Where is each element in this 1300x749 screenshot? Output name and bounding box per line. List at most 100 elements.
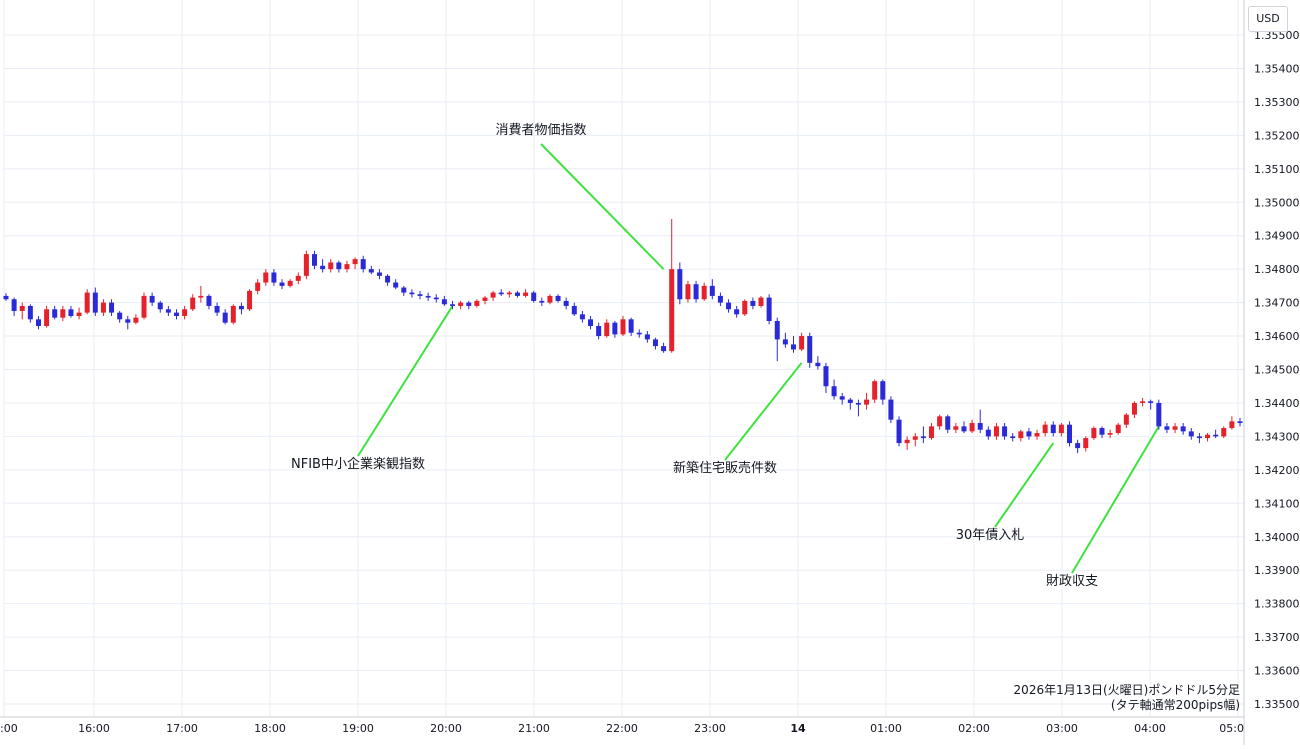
candle-body — [701, 285, 707, 300]
y-tick-label: 1.34800 — [1254, 263, 1300, 276]
candle-body — [661, 346, 667, 352]
candle-body — [1180, 426, 1186, 432]
candle-body — [238, 305, 244, 310]
candle-body — [35, 319, 41, 327]
annotation-label: 財政収支 — [1046, 574, 1098, 589]
candle-body — [368, 269, 374, 273]
candle-body — [393, 282, 399, 288]
candle-body — [458, 302, 464, 306]
candle-body — [1067, 424, 1073, 444]
grid — [3, 0, 1244, 717]
candle-body — [880, 381, 886, 400]
candle-body — [742, 300, 748, 315]
candle-body — [790, 344, 796, 350]
y-tick-label: 1.34100 — [1254, 497, 1300, 510]
candle-body — [1075, 443, 1081, 449]
candle-body — [839, 396, 845, 400]
candle-body — [1002, 426, 1008, 437]
x-tick-label: 02:00 — [958, 722, 990, 735]
candle-body — [823, 366, 829, 387]
candle-body — [774, 320, 780, 340]
candle-body — [295, 275, 301, 281]
annotation-line — [994, 442, 1055, 528]
candle-body — [831, 386, 837, 397]
candle-body — [912, 436, 918, 440]
candle-body — [44, 309, 50, 327]
candle-body — [149, 295, 155, 303]
candle-body — [279, 282, 285, 286]
candle-body — [685, 284, 691, 300]
candle-body — [579, 314, 585, 320]
candle-body — [726, 302, 732, 310]
candle-body — [498, 292, 504, 295]
candle-body — [872, 381, 878, 400]
candle-body — [1131, 402, 1137, 415]
candle-body — [563, 300, 569, 306]
candle-body — [1188, 431, 1194, 437]
candle-body — [847, 399, 853, 403]
candle-body — [1010, 436, 1016, 439]
candle-body — [1042, 424, 1048, 434]
candle-body — [888, 399, 894, 420]
caption-line-2: (タテ軸通常200pips幅) — [1110, 698, 1240, 712]
annotation-line — [540, 143, 665, 270]
candle-body — [523, 292, 529, 296]
candle-body — [799, 336, 805, 350]
y-tick-label: 1.33600 — [1254, 665, 1300, 678]
candle-body — [961, 426, 967, 432]
candle-body — [1196, 436, 1202, 439]
candle-body — [896, 419, 902, 444]
annotation-label: 30年債入札 — [956, 528, 1025, 543]
candle-body — [60, 309, 66, 318]
y-tick-label: 1.34000 — [1254, 531, 1300, 544]
candle-body — [222, 312, 228, 323]
candle-body — [985, 429, 991, 437]
candle-body — [206, 295, 212, 306]
candle-body — [628, 319, 634, 333]
y-tick-label: 1.34200 — [1254, 464, 1300, 477]
candle-body — [929, 426, 934, 439]
x-tick-label: 17:00 — [166, 722, 198, 735]
candle-body — [815, 362, 821, 367]
candle-body — [1107, 433, 1113, 435]
candle-body — [320, 265, 326, 270]
x-tick-label: 18:00 — [254, 722, 286, 735]
candle-body — [596, 326, 602, 337]
candle-body — [1083, 438, 1089, 449]
candle-body — [27, 305, 33, 320]
candle-body — [758, 297, 764, 306]
candle-body — [214, 305, 220, 313]
candle-body — [52, 309, 58, 318]
candle-body — [652, 339, 658, 347]
candle-body — [677, 269, 683, 300]
candle-body — [1213, 434, 1219, 437]
candle-body — [782, 339, 788, 345]
x-tick-label: 03:00 — [1046, 722, 1078, 735]
candle-body — [945, 416, 951, 430]
candle-body — [717, 295, 723, 303]
y-tick-label: 1.33800 — [1254, 598, 1300, 611]
x-tick-label: 04:00 — [1134, 722, 1166, 735]
candle-body — [344, 264, 350, 270]
candle-body — [490, 292, 496, 298]
candle-body — [76, 312, 82, 316]
candle-body — [263, 272, 269, 283]
candle-body — [19, 305, 25, 311]
candle-body — [1099, 428, 1105, 435]
candle-body — [1156, 402, 1162, 427]
y-tick-label: 1.34500 — [1254, 364, 1300, 377]
candle-body — [766, 297, 772, 321]
candle-body — [117, 312, 123, 320]
currency-unit-label[interactable]: USD — [1248, 6, 1288, 32]
chart-caption: 2026年1月13日(火曜日)ポンドドル5分足 (タテ軸通常200pips幅) — [1014, 683, 1240, 713]
candle-body — [109, 302, 115, 313]
candle-body — [1058, 424, 1064, 434]
candle-body — [514, 292, 520, 296]
x-tick-label: 22:00 — [606, 722, 638, 735]
candle-body — [855, 402, 861, 405]
x-tick-label: 01:00 — [870, 722, 902, 735]
